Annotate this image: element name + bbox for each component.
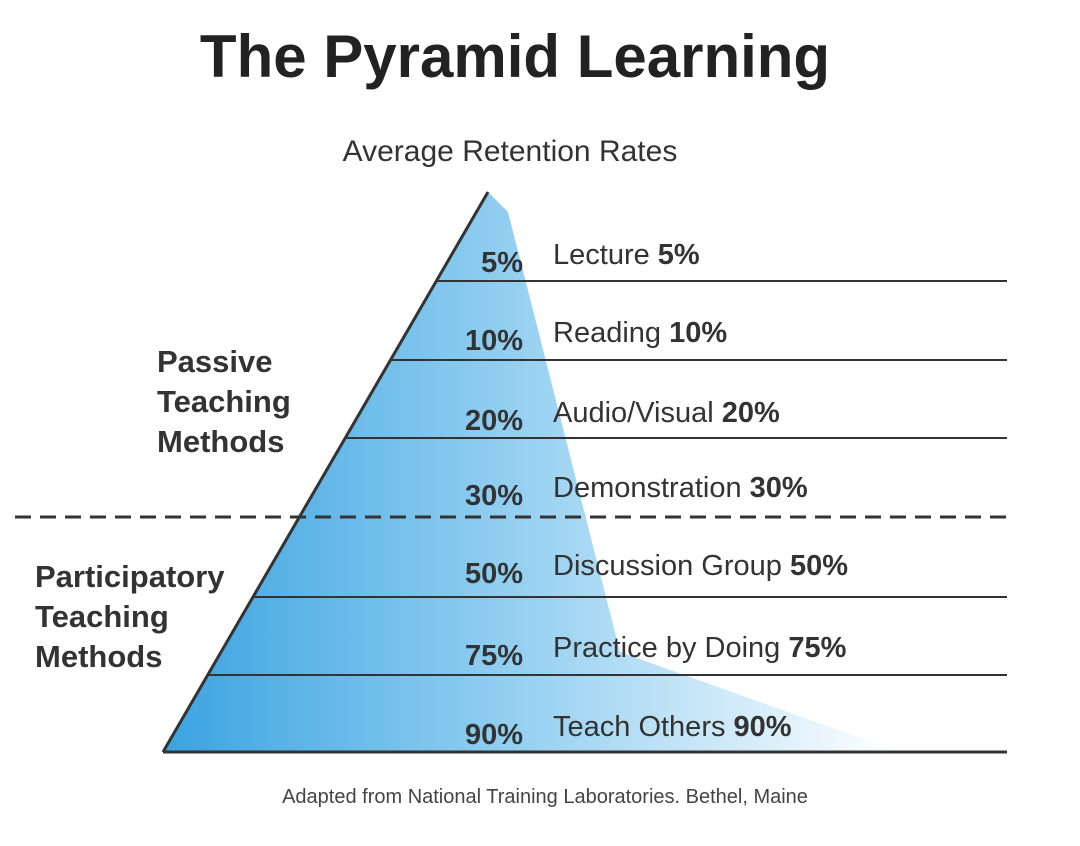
level-method-value: 75% — [788, 632, 846, 664]
level-method-label: Practice by Doing 75% — [553, 632, 847, 664]
passive-label-line: Methods — [157, 424, 285, 459]
participatory-label-line: Participatory — [35, 559, 225, 594]
participatory-methods-label: Participatory Teaching Methods — [35, 557, 225, 677]
level-method-label: Discussion Group 50% — [553, 550, 848, 582]
level-percent-label: 90% — [465, 719, 523, 751]
level-method-value: 20% — [722, 397, 780, 429]
level-method-value: 50% — [790, 550, 848, 582]
level-method-name: Lecture — [553, 239, 658, 271]
level-method-name: Discussion Group — [553, 550, 790, 582]
level-percent-label: 10% — [465, 325, 523, 357]
source-footnote: Adapted from National Training Laborator… — [282, 786, 808, 808]
participatory-label-line: Methods — [35, 639, 163, 674]
level-method-label: Demonstration 30% — [553, 472, 808, 504]
level-method-name: Demonstration — [553, 472, 750, 504]
level-method-value: 90% — [734, 711, 792, 743]
level-percent-label: 50% — [465, 558, 523, 590]
level-percent-label: 75% — [465, 640, 523, 672]
page-title: The Pyramid Learning — [199, 23, 831, 90]
level-method-name: Audio/Visual — [553, 397, 722, 429]
diagram-subtitle: Average Retention Rates — [342, 135, 678, 168]
level-method-label: Audio/Visual 20% — [553, 397, 780, 429]
level-percent-label: 30% — [465, 480, 523, 512]
pyramid-edge — [161, 191, 490, 753]
passive-label-line: Teaching — [157, 384, 291, 419]
level-method-label: Lecture 5% — [553, 239, 700, 271]
level-method-name: Reading — [553, 317, 669, 349]
participatory-label-line: Teaching — [35, 599, 169, 634]
passive-label-line: Passive — [157, 344, 273, 379]
level-method-name: Practice by Doing — [553, 632, 788, 664]
level-method-label: Teach Others 90% — [553, 711, 792, 743]
pyramid-body — [163, 192, 900, 752]
level-method-value: 10% — [669, 317, 727, 349]
level-method-label: Reading 10% — [553, 317, 727, 349]
level-percent-label: 5% — [481, 247, 523, 279]
level-method-value: 30% — [750, 472, 808, 504]
passive-methods-label: Passive Teaching Methods — [157, 342, 291, 462]
level-percent-label: 20% — [465, 405, 523, 437]
level-method-name: Teach Others — [553, 711, 734, 743]
level-method-value: 5% — [658, 239, 700, 271]
